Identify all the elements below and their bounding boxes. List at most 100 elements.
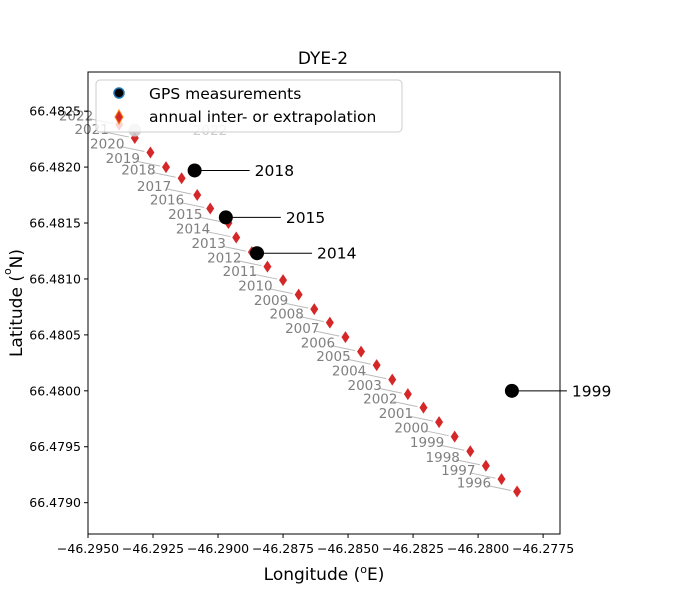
gps-marker (218, 210, 233, 225)
chart-title: DYE-2 (298, 49, 348, 69)
legend-gps-marker (113, 87, 125, 99)
interpolation-marker (481, 459, 490, 472)
year-leader-line (120, 146, 145, 153)
year-leader-line (135, 160, 161, 167)
x-tick-label: −46.2950 (57, 541, 119, 556)
gps-year-label: 1999 (572, 382, 611, 400)
year-leader-line (180, 201, 205, 208)
year-leader-line (346, 358, 371, 365)
year-label: 2006 (301, 336, 335, 352)
year-label: 2010 (238, 279, 272, 295)
year-label: 2018 (121, 162, 155, 178)
year-label: 2014 (176, 222, 210, 238)
y-axis-label: Latitude (oN) (1, 249, 27, 357)
year-label: 1997 (441, 463, 475, 479)
interpolation-marker (419, 401, 428, 414)
gps-year-label: 2014 (317, 245, 356, 263)
interpolation-marker (193, 189, 202, 202)
gps-marker (187, 163, 202, 178)
axes-frame (87, 71, 561, 535)
x-axis-label: Longitude (oE) (264, 563, 385, 585)
x-tick-label: −46.2800 (447, 541, 509, 556)
year-label: 2009 (254, 293, 288, 309)
year-leader-line (424, 430, 449, 437)
y-tick-label: 66.4805 (29, 327, 81, 342)
interpolation-marker (162, 161, 171, 174)
legend-box (95, 79, 403, 133)
x-tick-label: −46.2900 (187, 541, 249, 556)
y-tick-label: 66.4795 (29, 439, 81, 454)
x-tick-label: −46.2875 (252, 541, 314, 556)
year-leader-line (299, 316, 324, 323)
y-tick-label: 66.4810 (29, 271, 81, 286)
year-leader-line (393, 401, 418, 408)
year-label: 2016 (150, 192, 184, 208)
interpolation-marker (372, 359, 381, 372)
y-axis-label-group: Latitude (oN) (1, 249, 27, 357)
interpolation-marker (341, 331, 350, 344)
interpolation-marker (232, 231, 241, 244)
year-leader-line (237, 260, 262, 267)
year-leader-line (486, 485, 512, 491)
gps-year-label: 2018 (255, 162, 294, 180)
legend: GPS measurements annual inter- or extrap… (95, 79, 403, 133)
year-leader-line (440, 444, 465, 451)
year-leader-line (377, 387, 402, 394)
y-tick-label: 66.4815 (29, 216, 81, 231)
year-label: 2020 (90, 137, 124, 153)
interpolation-marker (513, 485, 522, 498)
year-leader-line (198, 216, 223, 223)
x-tick-label: −46.2850 (317, 541, 379, 556)
interpolation-marker (177, 172, 186, 185)
year-leader-line (455, 459, 480, 466)
year-label: 2011 (223, 264, 257, 280)
year-leader-line (104, 131, 129, 138)
y-axis-label-superscript: o (1, 268, 14, 275)
gps-marker (250, 246, 265, 261)
year-label: 2019 (106, 151, 140, 167)
gps-marker (504, 383, 519, 398)
y-tick-label: 66.4820 (29, 160, 81, 175)
year-label: 2001 (379, 406, 413, 422)
legend-interp-label: annual inter- or extrapolation (149, 108, 376, 126)
year-label: 2002 (363, 392, 397, 408)
year-leader-line (284, 302, 309, 309)
year-label: 2012 (207, 251, 241, 267)
interpolation-marker (279, 274, 288, 287)
year-label: 2022 (59, 109, 93, 125)
plot-area: 1996199719981999200020012002200320042005… (59, 109, 611, 498)
year-label: 2007 (285, 321, 319, 337)
interpolation-marker (310, 303, 319, 316)
year-label: 2003 (348, 378, 382, 394)
year-label: 1998 (426, 450, 460, 466)
year-label: 2008 (269, 307, 303, 323)
interpolation-marker (146, 146, 155, 159)
y-axis: 66.4790 66.4795 66.4800 66.4805 66.4810 66.48… (29, 104, 88, 510)
year-leader-line (252, 273, 278, 280)
interpolation-marker (294, 288, 303, 301)
year-leader-line (362, 373, 387, 380)
interpolation-marker (357, 345, 366, 358)
x-tick-label: −46.2775 (512, 541, 574, 556)
y-tick-label: 66.4825 (29, 104, 81, 119)
interpolation-marker (206, 202, 215, 215)
interpolation-marker (388, 373, 397, 386)
year-label: 2015 (168, 207, 202, 223)
year-label: 1999 (410, 435, 444, 451)
legend-interp-marker (114, 108, 124, 126)
year-leader-line (330, 345, 356, 352)
year-leader-line (268, 288, 293, 295)
year-leader-line (206, 231, 231, 238)
year-leader-line (471, 472, 496, 479)
year-label: 2004 (332, 364, 366, 380)
year-label: 1996 (457, 475, 491, 491)
interpolation-marker (497, 473, 506, 486)
x-tick-label: −46.2825 (382, 541, 444, 556)
interpolation-marker (450, 430, 459, 443)
gps-year-label: 2015 (286, 209, 325, 227)
x-axis: −46.2950 −46.2925 −46.2900 −46.2875 −46.2850… (57, 534, 574, 556)
year-leader-line (221, 245, 246, 252)
x-tick-label: −46.2925 (122, 541, 184, 556)
legend-gps-label: GPS measurements (149, 85, 301, 103)
